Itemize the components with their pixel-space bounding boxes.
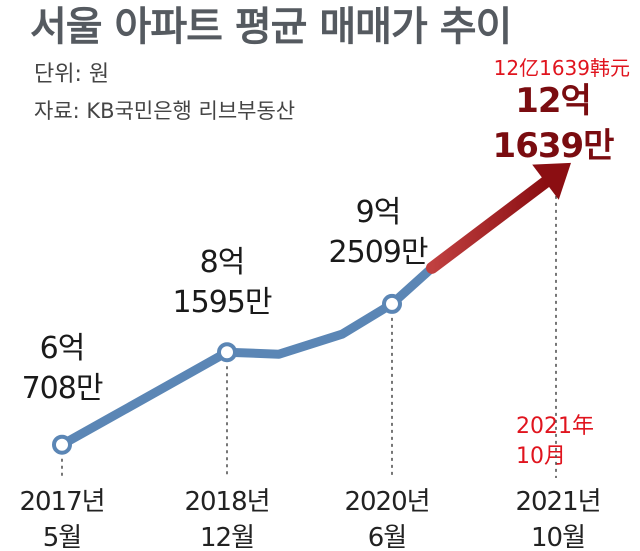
data-label-2-1: 2509만: [329, 235, 428, 270]
data-label-3-1: 1639만: [493, 126, 615, 166]
annotation-date-month: 10月: [516, 444, 566, 469]
data-label-0-1: 708만: [22, 371, 103, 406]
data-point-0: [52, 434, 72, 455]
data-label-1-0: 8억: [200, 245, 245, 280]
x-tick-label-2-0: 2020년: [344, 487, 429, 517]
x-tick-label-3-0: 2021년: [515, 487, 600, 517]
data-label-0-0: 6억: [40, 331, 85, 366]
x-tick-label-1-1: 12월: [200, 523, 254, 551]
data-label-2-0: 9억: [356, 195, 401, 230]
annotation-date: 2021年 10月: [516, 412, 594, 472]
x-tick-label-2-1: 6월: [368, 523, 406, 551]
x-tick-label-0-0: 2017년: [19, 487, 104, 517]
unit-label: 단위: 원: [34, 62, 110, 87]
series-line: [57, 299, 397, 450]
annotation-price: 12亿1639韩元: [493, 56, 630, 80]
arrow-shaft: [426, 176, 552, 274]
data-point-1: [217, 342, 237, 363]
x-tick-label-1-0: 2018년: [184, 487, 269, 517]
source-label: 자료: KB국민은행 리브부동산: [34, 99, 296, 123]
arrow-head: [532, 162, 571, 200]
chart-title: 서울 아파트 평균 매매가 추이: [30, 4, 512, 50]
annotation-date-year: 2021年: [516, 414, 594, 439]
data-label-1-1: 1595만: [173, 285, 272, 320]
data-label-3-0: 12억: [515, 81, 591, 121]
x-tick-label-3-1: 10월: [531, 523, 585, 551]
data-point-2: [382, 293, 402, 314]
x-tick-label-0-1: 5월: [43, 523, 81, 551]
